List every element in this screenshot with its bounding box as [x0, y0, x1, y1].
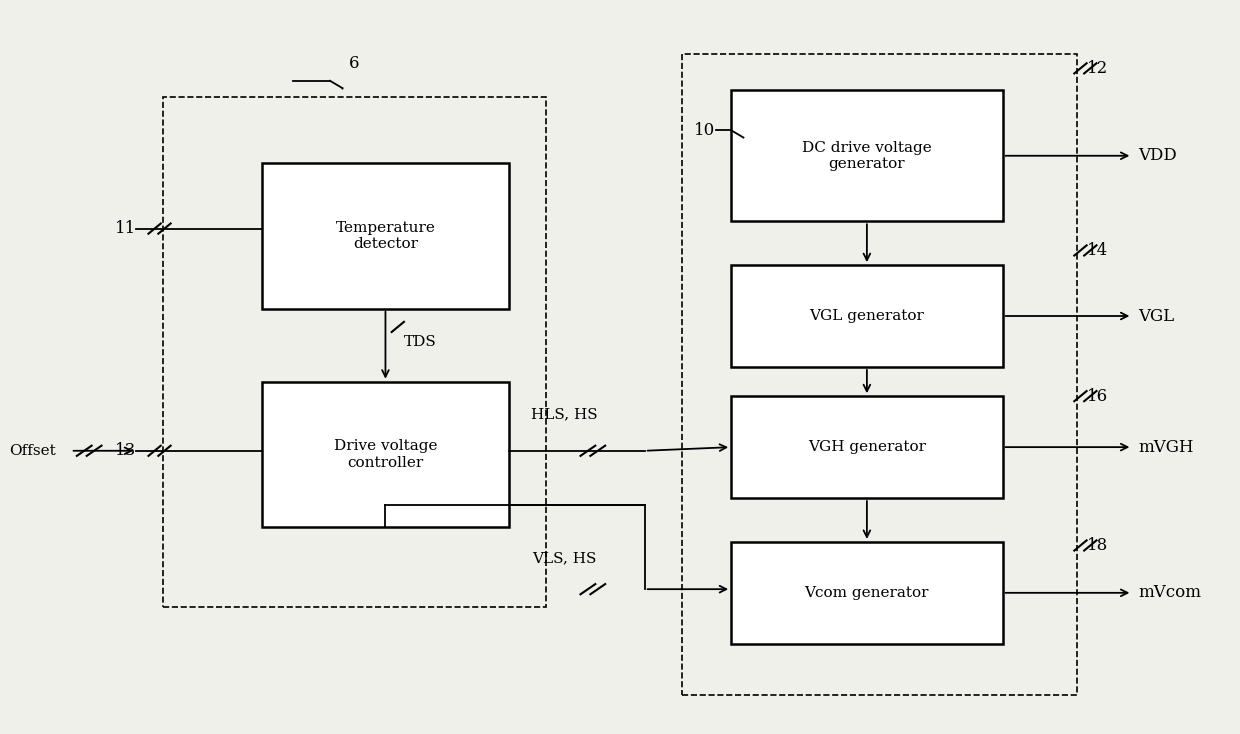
Text: Offset: Offset [9, 444, 56, 458]
Bar [682, 54, 1076, 695]
Text: VDD: VDD [1138, 148, 1177, 164]
Text: Temperature
detector: Temperature detector [336, 221, 435, 251]
Bar [732, 542, 1003, 644]
Bar [732, 90, 1003, 222]
Text: Drive voltage
controller: Drive voltage controller [334, 440, 438, 470]
Bar [732, 265, 1003, 367]
Text: 13: 13 [115, 443, 136, 459]
Text: 18: 18 [1086, 537, 1107, 554]
Text: VGL generator: VGL generator [810, 309, 924, 323]
Text: 11: 11 [115, 220, 136, 237]
Bar [164, 98, 546, 608]
Text: mVcom: mVcom [1138, 584, 1202, 601]
Text: TDS: TDS [404, 335, 436, 349]
Bar [262, 382, 508, 527]
Text: 10: 10 [694, 122, 715, 139]
Text: Vcom generator: Vcom generator [805, 586, 929, 600]
Bar [262, 163, 508, 309]
Text: HLS, HS: HLS, HS [531, 407, 598, 421]
Bar [732, 396, 1003, 498]
Text: mVGH: mVGH [1138, 439, 1194, 456]
Text: VGL: VGL [1138, 308, 1174, 324]
Text: 16: 16 [1086, 388, 1107, 404]
Text: VLS, HS: VLS, HS [532, 551, 596, 565]
Text: DC drive voltage
generator: DC drive voltage generator [802, 141, 931, 171]
Text: VGH generator: VGH generator [808, 440, 926, 454]
Text: 12: 12 [1086, 60, 1107, 77]
Text: 6: 6 [350, 55, 360, 72]
Text: 14: 14 [1086, 242, 1107, 259]
